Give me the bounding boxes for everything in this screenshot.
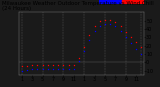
Bar	[99, 0, 122, 4]
Bar	[122, 0, 144, 4]
Text: Milwaukee Weather Outdoor Temperature vs Wind Chill (24 Hours): Milwaukee Weather Outdoor Temperature vs…	[2, 1, 153, 11]
